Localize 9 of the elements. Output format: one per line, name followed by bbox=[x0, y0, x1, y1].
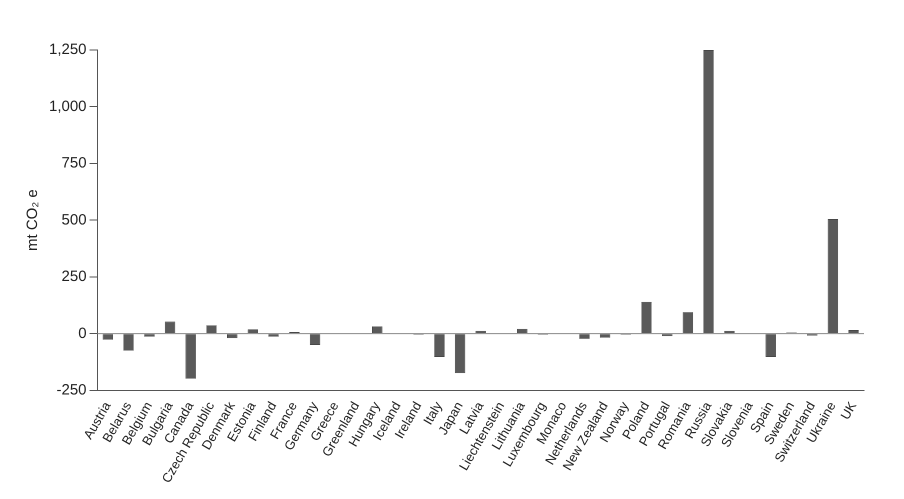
y-tick-label: 250 bbox=[62, 268, 87, 286]
x-tick-label: UK bbox=[837, 398, 860, 422]
y-tick-label: 500 bbox=[62, 211, 87, 228]
y-axis-title: mt CO₂ e bbox=[24, 189, 42, 252]
y-tick-label: 1,000 bbox=[48, 98, 87, 115]
y-tick-label: 1,250 bbox=[48, 41, 87, 58]
y-tick-label: -250 bbox=[56, 381, 87, 398]
y-tick-label: 750 bbox=[62, 154, 87, 172]
y-tick-label: 0 bbox=[78, 324, 87, 342]
